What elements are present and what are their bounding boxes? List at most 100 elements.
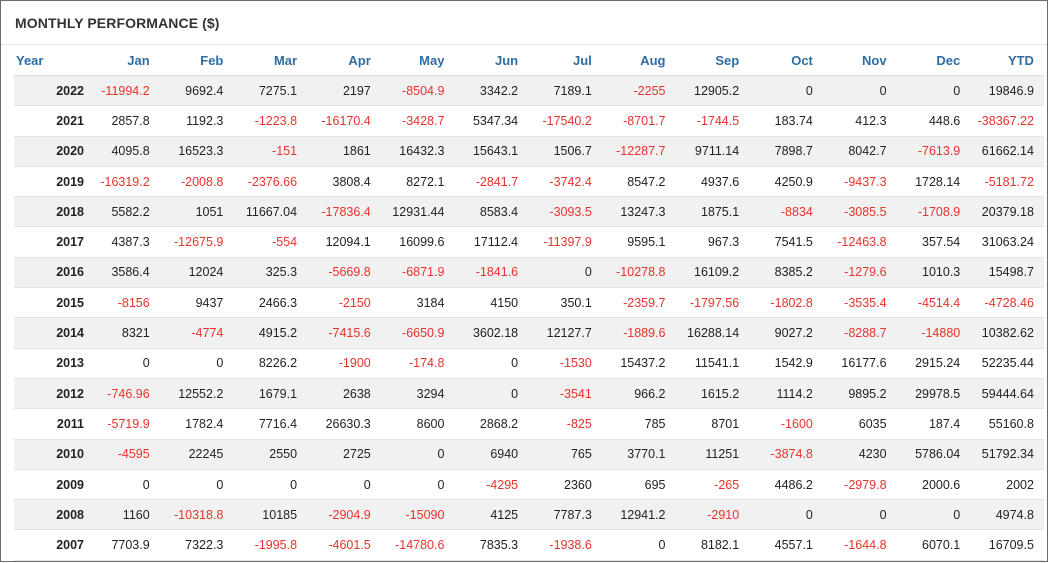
month-cell: -4295: [454, 469, 529, 501]
month-cell: -8701.7: [601, 105, 676, 137]
month-cell: 1506.7: [528, 136, 602, 167]
month-cell: 8272.1: [380, 166, 455, 198]
month-cell: 0: [86, 348, 160, 379]
month-cell: -746.96: [86, 378, 160, 410]
ytd-cell: 59444.64: [970, 378, 1044, 410]
table-row: 2018 5582.2 1051 11667.04 -17836.4 12931.44 85…: [14, 196, 1044, 228]
table-body: 2022 -11994.2 9692.4 7275.1 2197 -8504.9 3342.…: [14, 75, 1044, 561]
ytd-cell: 61662.14: [970, 136, 1044, 167]
month-cell: -3535.4: [822, 287, 897, 319]
month-cell: 8226.2: [233, 348, 308, 379]
year-cell: 2017: [14, 226, 86, 258]
month-cell: 5786.04: [896, 439, 971, 470]
month-cell: -10318.8: [159, 499, 234, 531]
month-cell: -2359.7: [601, 287, 676, 319]
month-cell: -8834: [749, 196, 823, 228]
month-cell: 0: [601, 529, 676, 561]
table-row: 2020 4095.8 16523.3 -151 1861 16432.3 15643.1 1…: [14, 136, 1044, 167]
month-cell: 1728.14: [896, 166, 971, 198]
month-cell: -3874.8: [749, 439, 823, 470]
month-cell: 1861: [307, 136, 381, 167]
month-cell: 10185: [233, 499, 308, 531]
ytd-cell: 16709.5: [970, 529, 1044, 561]
month-cell: -1900: [307, 348, 381, 379]
month-cell: 1875.1: [675, 196, 750, 228]
month-cell: -2979.8: [822, 469, 897, 501]
table-row: 2016 3586.4 12024 325.3 -5669.8 -6871.9 -1841.…: [14, 257, 1044, 289]
month-cell: 8701: [675, 408, 750, 440]
year-cell: 2009: [14, 469, 86, 501]
month-cell: 7322.3: [159, 529, 234, 561]
month-cell: -4514.4: [896, 287, 971, 319]
month-cell: -3093.5: [528, 196, 602, 228]
column-header-dec: Dec: [896, 45, 971, 76]
month-cell: 3808.4: [307, 166, 381, 198]
month-cell: 13247.3: [601, 196, 676, 228]
performance-table: Year Jan Feb Mar Apr May Jun Jul Aug Sep Oct Nov Dec…: [14, 45, 1044, 561]
year-cell: 2008: [14, 499, 86, 531]
month-cell: -16170.4: [307, 105, 381, 137]
month-cell: 16099.6: [380, 226, 455, 258]
month-cell: 325.3: [233, 257, 308, 289]
panel-title: MONTHLY PERFORMANCE ($): [1, 1, 1047, 45]
table-row: 2013 0 0 8226.2 -1900 -174.8 0 -1530 15437.2 1154…: [14, 348, 1044, 379]
month-cell: 12094.1: [307, 226, 381, 258]
month-cell: -7415.6: [307, 317, 381, 349]
month-cell: -825: [528, 408, 602, 440]
column-header-year: Year: [14, 45, 86, 76]
month-cell: 17112.4: [454, 226, 529, 258]
column-header-feb: Feb: [159, 45, 234, 76]
month-cell: 9895.2: [822, 378, 897, 410]
month-cell: -16319.2: [86, 166, 160, 198]
ytd-cell: 31063.24: [970, 226, 1044, 258]
month-cell: -17836.4: [307, 196, 381, 228]
month-cell: 0: [822, 499, 897, 531]
month-cell: -1223.8: [233, 105, 308, 137]
month-cell: 350.1: [528, 287, 602, 319]
year-cell: 2022: [14, 75, 86, 107]
month-cell: 3770.1: [601, 439, 676, 470]
month-cell: -5719.9: [86, 408, 160, 440]
month-cell: -174.8: [380, 348, 455, 379]
month-cell: 0: [896, 499, 971, 531]
month-cell: -1530: [528, 348, 602, 379]
ytd-cell: 4974.8: [970, 499, 1044, 531]
month-cell: 7716.4: [233, 408, 308, 440]
month-cell: -4601.5: [307, 529, 381, 561]
month-cell: 5347.34: [454, 105, 529, 137]
year-cell: 2018: [14, 196, 86, 228]
month-cell: 22245: [159, 439, 234, 470]
month-cell: 4486.2: [749, 469, 823, 501]
month-cell: -6871.9: [380, 257, 455, 289]
year-cell: 2007: [14, 529, 86, 561]
column-header-apr: Apr: [307, 45, 381, 76]
month-cell: 0: [454, 348, 529, 379]
table-header-row: Year Jan Feb Mar Apr May Jun Jul Aug Sep Oct Nov Dec…: [14, 45, 1044, 76]
month-cell: 6940: [454, 439, 529, 470]
month-cell: 8583.4: [454, 196, 529, 228]
month-cell: -12287.7: [601, 136, 676, 167]
month-cell: -2008.8: [159, 166, 234, 198]
month-cell: -10278.8: [601, 257, 676, 289]
year-cell: 2016: [14, 257, 86, 289]
month-cell: 0: [749, 75, 823, 107]
month-cell: 2550: [233, 439, 308, 470]
column-header-nov: Nov: [822, 45, 897, 76]
month-cell: -265: [675, 469, 750, 501]
month-cell: -17540.2: [528, 105, 602, 137]
month-cell: 12905.2: [675, 75, 750, 107]
ytd-cell: 2002: [970, 469, 1044, 501]
month-cell: 3294: [380, 378, 455, 410]
month-cell: 6070.1: [896, 529, 971, 561]
month-cell: 3342.2: [454, 75, 529, 107]
ytd-cell: 20379.18: [970, 196, 1044, 228]
month-cell: -4774: [159, 317, 234, 349]
month-cell: -1841.6: [454, 257, 529, 289]
month-cell: -1938.6: [528, 529, 602, 561]
year-cell: 2013: [14, 348, 86, 379]
table-row: 2007 7703.9 7322.3 -1995.8 -4601.5 -14780.6 78…: [14, 529, 1044, 561]
month-cell: 7787.3: [528, 499, 602, 531]
month-cell: 8042.7: [822, 136, 897, 167]
month-cell: 8182.1: [675, 529, 750, 561]
